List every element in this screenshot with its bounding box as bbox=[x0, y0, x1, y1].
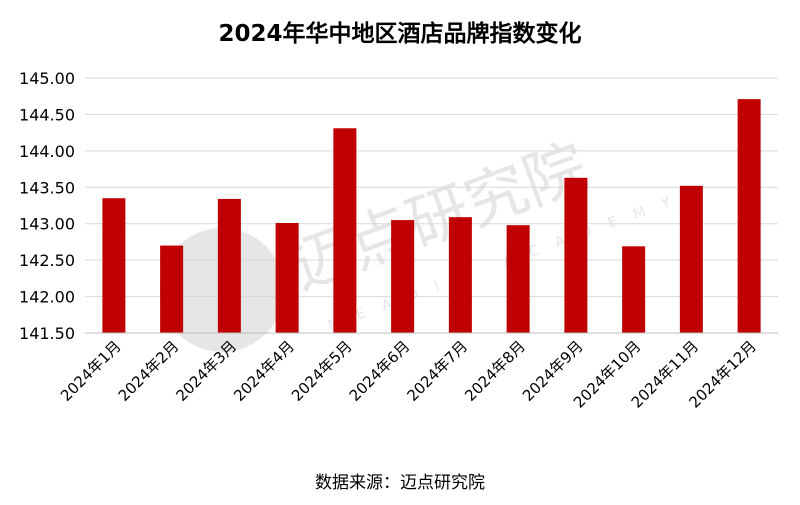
bar bbox=[160, 245, 184, 333]
x-axis-labels: 2024年1月2024年2月2024年3月2024年4月2024年5月2024年… bbox=[57, 337, 760, 411]
x-tick-label: 2024年2月 bbox=[115, 337, 183, 405]
bar bbox=[391, 220, 415, 333]
bar bbox=[679, 185, 703, 333]
y-tick-label: 143.50 bbox=[19, 178, 75, 197]
bar bbox=[102, 198, 126, 333]
y-tick-label: 145.00 bbox=[19, 69, 75, 88]
y-tick-label: 144.00 bbox=[19, 142, 75, 161]
y-tick-label: 141.50 bbox=[19, 324, 75, 343]
bar bbox=[564, 177, 588, 333]
x-tick-label: 2024年1月 bbox=[57, 337, 125, 405]
bar bbox=[333, 128, 357, 333]
y-tick-label: 142.50 bbox=[19, 251, 75, 270]
bar bbox=[506, 225, 530, 333]
x-tick-label: 2024年6月 bbox=[346, 337, 414, 405]
x-tick-label: 2024年8月 bbox=[461, 337, 529, 405]
y-tick-label: 144.50 bbox=[19, 105, 75, 124]
bar bbox=[737, 99, 761, 333]
y-tick-label: 143.00 bbox=[19, 215, 75, 234]
x-tick-label: 2024年7月 bbox=[404, 337, 472, 405]
bar bbox=[622, 246, 646, 333]
source-note: 数据来源：迈点研究院 bbox=[315, 473, 485, 493]
bar bbox=[275, 222, 299, 333]
y-tick-label: 142.00 bbox=[19, 288, 75, 307]
chart-title: 2024年华中地区酒店品牌指数变化 bbox=[218, 21, 582, 47]
bar bbox=[448, 217, 472, 333]
y-axis-ticks: 145.00 144.50 144.00 143.50 143.00 142.50 142.… bbox=[19, 69, 75, 343]
bar bbox=[217, 198, 241, 333]
bars bbox=[102, 99, 761, 333]
x-tick-label: 2024年5月 bbox=[288, 337, 356, 405]
